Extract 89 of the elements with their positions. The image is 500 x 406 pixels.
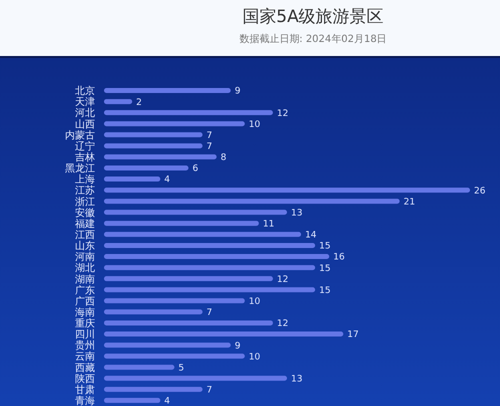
y-tick-label: 西藏 (75, 362, 95, 374)
data-label: 10 (248, 120, 260, 130)
bar (104, 154, 217, 160)
chart-title: 国家5A级旅游景区 (241, 6, 385, 28)
data-label: 13 (291, 374, 302, 384)
data-label: 10 (248, 352, 260, 362)
y-tick-label: 浙江 (75, 196, 95, 208)
y-tick-label: 山西 (75, 118, 95, 130)
bar (104, 132, 203, 138)
data-label: 12 (276, 108, 288, 119)
bar (104, 232, 302, 237)
data-label: 12 (276, 319, 288, 330)
y-tick-label: 上海 (75, 174, 95, 186)
bar (104, 276, 273, 282)
y-tick-label: 天津 (75, 96, 95, 108)
y-tick-label: 河南 (75, 251, 95, 264)
y-tick-label: 内蒙古 (65, 129, 95, 142)
y-tick-label: 黑龙江 (65, 162, 95, 175)
bar (104, 309, 203, 314)
bar (104, 143, 203, 148)
bar (104, 165, 188, 170)
bar (104, 386, 203, 392)
y-tick-label: 四川 (75, 328, 95, 341)
bar (104, 376, 287, 381)
data-label: 11 (262, 220, 274, 230)
y-tick-label: 江苏 (75, 184, 95, 197)
bar (104, 121, 245, 126)
data-label: 7 (206, 308, 212, 318)
y-tick-label: 吉林 (75, 152, 95, 164)
chart-subtitle: 数据截止日期: 2024年02月18日 (238, 33, 388, 46)
y-tick-label: 海南 (75, 306, 95, 318)
bar (104, 88, 231, 93)
y-tick-label: 广东 (75, 284, 95, 296)
y-tick-label: 云南 (75, 350, 95, 363)
data-label: 8 (220, 153, 227, 164)
y-tick-label: 安徽 (75, 206, 95, 219)
y-tick-label: 北京 (75, 85, 95, 98)
y-tick-label: 山东 (75, 240, 95, 252)
bar (104, 265, 316, 270)
bar (104, 210, 287, 215)
data-label: 2 (136, 98, 142, 108)
data-label: 26 (474, 186, 486, 196)
bar (104, 198, 400, 204)
data-label: 6 (192, 164, 198, 174)
y-tick-label: 河北 (75, 107, 95, 120)
y-tick-label: 江西 (75, 228, 95, 241)
bar (104, 298, 245, 304)
data-label: 9 (234, 341, 241, 352)
bar (104, 176, 160, 182)
data-label: 15 (319, 264, 331, 274)
y-tick-label: 重庆 (75, 318, 95, 330)
y-tick-label: 湖南 (75, 273, 95, 286)
bar (104, 354, 245, 359)
y-tick-label: 甘肃 (75, 384, 95, 396)
bar (104, 332, 344, 337)
y-tick-label: 贵州 (75, 340, 95, 352)
data-label: 15 (319, 242, 331, 252)
data-label: 7 (206, 386, 212, 396)
bar (104, 242, 316, 248)
data-label: 21 (404, 197, 416, 208)
data-label: 12 (276, 274, 288, 285)
bar (104, 110, 273, 116)
bar (104, 188, 470, 193)
data-label: 5 (178, 363, 184, 374)
bar (104, 398, 160, 403)
y-tick-label: 广西 (75, 295, 95, 308)
bar (104, 254, 330, 260)
y-tick-label: 辽宁 (75, 140, 95, 152)
bar (104, 287, 316, 292)
y-tick-label: 湖北 (75, 262, 95, 274)
bar (104, 220, 259, 226)
data-label: 4 (164, 396, 170, 406)
bar (104, 342, 231, 348)
bar (104, 99, 132, 104)
bar (104, 320, 273, 326)
data-label: 10 (248, 297, 260, 308)
data-label: 15 (319, 286, 331, 296)
data-label: 4 (164, 175, 170, 186)
bar (104, 364, 174, 370)
data-label: 7 (206, 130, 212, 141)
data-label: 9 (234, 86, 241, 97)
y-tick-label: 福建 (75, 218, 95, 230)
data-label: 17 (347, 330, 359, 340)
data-label: 16 (333, 252, 345, 263)
data-label: 14 (305, 230, 317, 241)
y-tick-label: 陕西 (75, 372, 95, 385)
data-label: 13 (291, 208, 302, 218)
y-tick-label: 青海 (75, 395, 95, 406)
data-label: 7 (206, 142, 212, 152)
